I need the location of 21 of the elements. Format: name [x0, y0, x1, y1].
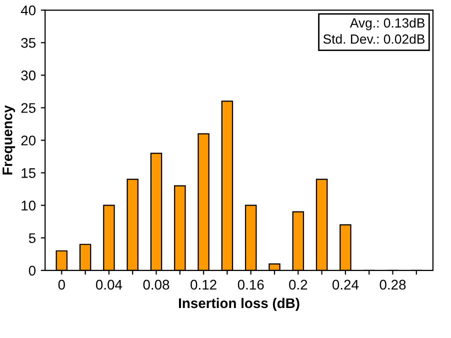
y-tick-label: 30: [21, 70, 36, 80]
y-tick-label: 10: [22, 200, 36, 211]
x-tick-label: 0.04: [96, 280, 122, 290]
y-tick-label: 15: [22, 168, 36, 178]
x-tick-label: 0.12: [190, 280, 216, 290]
x-tick-label: 0: [58, 280, 65, 290]
x-tick-label: 0.28: [380, 280, 406, 290]
x-tick-label: 0.2: [289, 280, 308, 290]
x-tick-label: 0.16: [238, 280, 264, 290]
y-axis-title: Frequency: [2, 105, 16, 174]
y-tick-label: 20: [21, 136, 36, 146]
y-tick-label: 40: [20, 5, 36, 16]
x-axis-title: Insertion loss (dB): [179, 298, 300, 311]
y-tick-label: 25: [21, 103, 36, 113]
annotation: Avg.: 0.13dB: [350, 18, 425, 30]
y-tick-label: 0: [28, 266, 36, 276]
x-tick-label: 0.24: [332, 280, 359, 290]
x-tick-label: 0.08: [143, 280, 170, 290]
y-tick-label: 5: [28, 233, 36, 244]
annotation: Std. Dev.: 0.02dB: [323, 34, 425, 44]
y-tick-label: 35: [21, 38, 36, 48]
